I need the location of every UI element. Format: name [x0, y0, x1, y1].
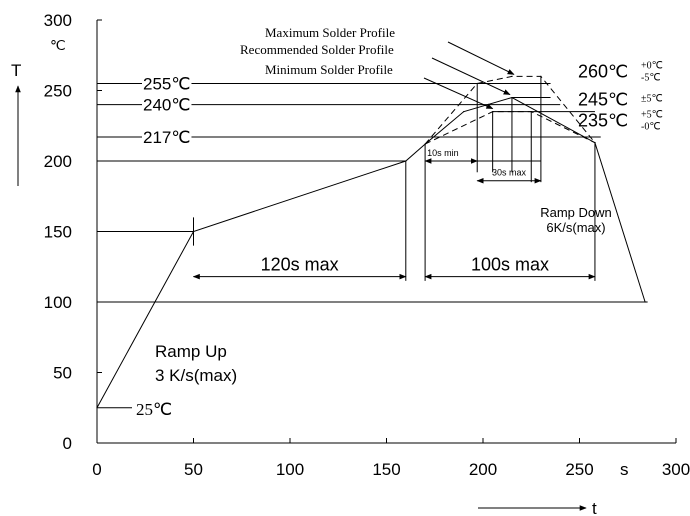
- x-tick-label: 100: [276, 460, 304, 479]
- span-label-30s: 30s max: [492, 168, 527, 178]
- y-axis-label: T: [11, 61, 21, 80]
- peak-label-main: 245℃: [578, 90, 628, 110]
- ramp-up-label: Ramp Up: [155, 342, 227, 361]
- series-line-minimum: [424, 111, 596, 145]
- series-line-maximum: [424, 75, 596, 145]
- span-label-preheat: 120s max: [261, 255, 339, 275]
- peak-label-lower: -5℃: [641, 72, 661, 83]
- legend-label-0: Maximum Solder Profile: [265, 25, 395, 40]
- series-point: [511, 75, 513, 77]
- ref-line-label: 255℃: [143, 74, 190, 93]
- peak-label-upper: +5℃: [641, 110, 663, 121]
- start-temp-label: 25℃: [136, 400, 172, 419]
- peak-label-upper: ±5℃: [641, 94, 663, 105]
- x-tick-label: 50: [184, 460, 203, 479]
- y-tick-label: 50: [53, 364, 72, 383]
- legend-leader-2: [423, 77, 494, 110]
- legend-label-2: Minimum Solder Profile: [265, 62, 393, 77]
- ref-line-label: 217℃: [143, 128, 190, 147]
- ref-line-label-bg: [142, 95, 192, 115]
- ramp-down-label: Ramp Down: [540, 205, 612, 220]
- series-point: [463, 111, 465, 113]
- y-tick-label: 0: [63, 434, 72, 453]
- ref-line-label-bg: [142, 74, 192, 94]
- y-tick-label: 100: [44, 293, 72, 312]
- y-tick-label: 250: [44, 82, 72, 101]
- x-axis-label: t: [592, 499, 597, 516]
- y-axis-unit: ℃: [50, 39, 66, 54]
- x-tick-label: 150: [372, 460, 400, 479]
- peak-label-upper: +0℃: [641, 60, 663, 71]
- peak-label-main: 235℃: [578, 111, 628, 131]
- x-tick-label: 0: [92, 460, 101, 479]
- y-tick-label: 300: [44, 11, 72, 30]
- x-tick-label: 250: [565, 460, 593, 479]
- legend-leader-1: [431, 57, 511, 96]
- peak-label-lower: -0℃: [641, 122, 661, 133]
- legend-label-1: Recommended Solder Profile: [240, 42, 394, 57]
- y-tick-label: 150: [44, 223, 72, 242]
- ref-line-label: 240℃: [143, 96, 190, 115]
- series-point: [644, 301, 646, 303]
- ramp-down-rate: 6K/s(max): [546, 220, 605, 235]
- x-tick-label: 200: [469, 460, 497, 479]
- y-tick-label: 200: [44, 152, 72, 171]
- legend-leader-0: [447, 41, 515, 75]
- ref-line-label-bg: [142, 128, 192, 148]
- x-tick-label: 300: [662, 460, 690, 479]
- span-label-above-liquidus: 100s max: [471, 255, 549, 275]
- peak-label-main: 260℃: [578, 61, 628, 81]
- ramp-up-rate: 3 K/s(max): [155, 366, 237, 385]
- span-label-10s: 10s min: [427, 148, 459, 158]
- series-point: [646, 301, 648, 303]
- x-axis-unit: s: [620, 460, 629, 479]
